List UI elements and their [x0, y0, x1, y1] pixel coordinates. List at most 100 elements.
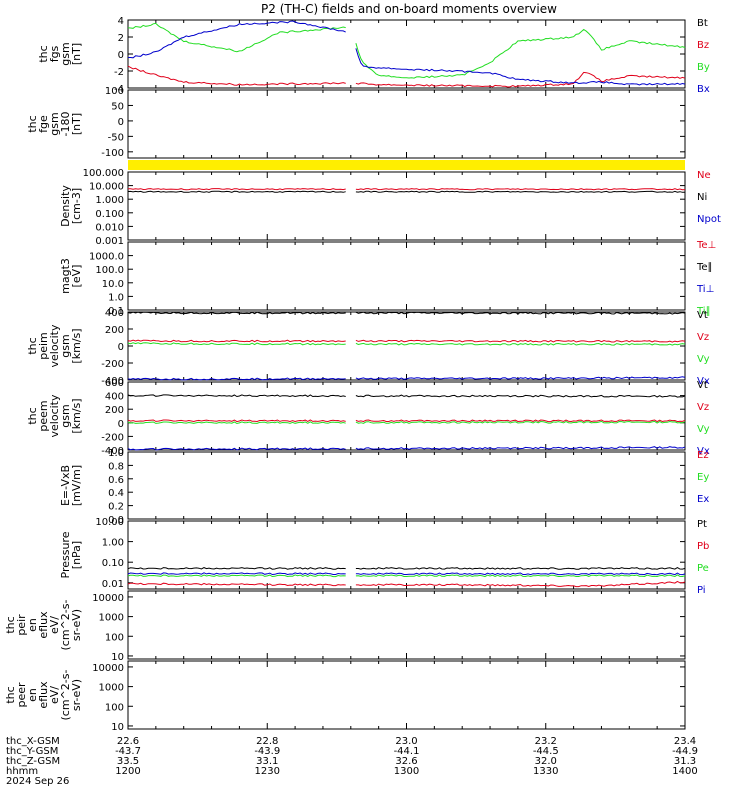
xaxis-tick-value: 1300	[394, 766, 419, 777]
ytick-label: 200	[105, 325, 124, 336]
ylabel-line: gsm	[59, 42, 72, 65]
legend-bx: Bx	[697, 84, 710, 95]
xaxis-tick-value: 33.1	[256, 756, 278, 767]
ylabel-line: [nPa]	[70, 541, 83, 569]
ytick-label: 50	[111, 101, 124, 112]
ytick-label: 10.0	[102, 279, 124, 290]
legend-vt: Vt	[697, 380, 708, 391]
series-vt-line	[127, 311, 346, 315]
ytick-label: 100.0	[95, 265, 124, 276]
ylabel-line: E=-VxB	[59, 465, 72, 506]
legend-pb: Pb	[697, 541, 709, 552]
ytick-label: 0.010	[95, 222, 124, 233]
ytick-label: 4	[118, 16, 124, 27]
ytick-label: 200	[105, 405, 124, 416]
xaxis-tick-value: -44.1	[394, 746, 420, 757]
xaxis-row-label: thc_X-GSM	[6, 736, 60, 747]
ylabel-line: eV/	[48, 686, 61, 704]
ytick-label: -200	[101, 432, 124, 443]
ytick-label: 1000	[99, 613, 124, 624]
ytick-label: 0	[118, 419, 124, 430]
ytick-label: 10000	[92, 593, 124, 604]
ylabel-line: eV/	[48, 616, 61, 634]
ylabel-line: thc	[26, 337, 39, 354]
xaxis-tick-value: 31.3	[674, 756, 696, 767]
ytick-label: 1000.0	[89, 252, 124, 263]
series-ni-line	[355, 190, 685, 193]
panel-frame-pressure	[127, 520, 686, 590]
series-pb-line	[355, 580, 686, 588]
ytick-label: 100.000	[83, 168, 124, 179]
legend-te∥: Te∥	[696, 262, 713, 273]
ylabel-line: -180	[59, 112, 72, 137]
series-pi-line	[355, 572, 686, 576]
ytick-label: -200	[101, 359, 124, 370]
series-ni-line	[127, 190, 346, 193]
xaxis-tick-value: 33.5	[117, 756, 139, 767]
legend-npot: Npot	[697, 214, 721, 225]
ylabel-line: fge	[37, 115, 50, 133]
ytick-label: 10	[111, 652, 124, 663]
xaxis-tick-value: 23.0	[395, 736, 417, 747]
ytick-label: 0	[118, 50, 124, 61]
ytick-label: 400	[105, 308, 124, 319]
ytick-label: -100	[101, 148, 124, 159]
legend-ey: Ey	[697, 472, 709, 483]
ylabel-line: velocity	[48, 394, 61, 437]
ylabel-line: [km/s]	[70, 328, 83, 363]
ylabel-line: thc	[37, 45, 50, 62]
xaxis-tick-value: 32.6	[395, 756, 417, 767]
ytick-label: 600	[105, 378, 124, 389]
legend-pe: Pe	[697, 563, 709, 574]
xaxis-row-label: thc_Z-GSM	[6, 756, 60, 767]
ylabel-line: magt3	[59, 258, 72, 294]
ytick-label: 1.0	[108, 292, 124, 303]
series-vy-line	[127, 342, 346, 346]
xaxis-tick-value: 23.4	[674, 736, 696, 747]
status-flag-bar	[128, 160, 685, 170]
xaxis-tick-value: 1400	[672, 766, 697, 777]
ytick-label: 1.0	[108, 448, 124, 459]
panel-frame-peer	[127, 660, 686, 730]
series-vx-line	[127, 447, 346, 451]
xaxis-row-label: hhmm	[6, 766, 38, 777]
ytick-label: 0	[118, 342, 124, 353]
ylabel-line: [nT]	[70, 113, 83, 135]
xaxis-tick-value: 1330	[533, 766, 558, 777]
ylabel-line: (cm^2-s-	[59, 670, 72, 721]
series-bz-line	[127, 65, 346, 86]
ylabel-line: [km/s]	[70, 398, 83, 433]
ytick-label: 400	[105, 392, 124, 403]
series-ne-line	[355, 188, 686, 191]
ylabel-line: [mV/m]	[70, 465, 83, 506]
series-vt-line	[127, 394, 346, 398]
series-pi-line	[127, 572, 346, 576]
legend-vt: Vt	[697, 310, 708, 321]
xaxis-tick-value: -43.9	[254, 746, 280, 757]
series-pe-line	[355, 574, 686, 578]
ylabel-line: peem	[37, 400, 50, 431]
ylabel-line: (cm^2-s-	[59, 600, 72, 651]
ylabel-line: eflux	[37, 611, 50, 639]
ylabel-line: thc	[26, 407, 39, 424]
series-vx-line	[127, 377, 346, 381]
ylabel-line: peim	[37, 332, 50, 360]
ylabel-line: en	[26, 618, 39, 632]
ytick-label: 10	[111, 722, 124, 733]
xaxis-tick-value: -44.5	[533, 746, 559, 757]
legend-vy: Vy	[697, 424, 710, 435]
ylabel-line: gsm	[59, 404, 72, 427]
legend-bz: Bz	[697, 40, 709, 51]
xaxis-tick-value: 23.2	[535, 736, 557, 747]
ytick-label: 0.10	[102, 558, 124, 569]
ytick-label: 10.00	[95, 517, 124, 528]
ylabel-line: thc	[4, 686, 17, 703]
legend-te⊥: Te⊥	[696, 240, 716, 251]
series-bx-line	[128, 20, 346, 59]
xaxis-tick-value: 22.6	[117, 736, 139, 747]
ytick-label: 0.01	[102, 579, 124, 590]
legend-ni: Ni	[697, 192, 707, 203]
panel-frame-peem	[127, 381, 686, 451]
series-by-line	[355, 28, 686, 79]
